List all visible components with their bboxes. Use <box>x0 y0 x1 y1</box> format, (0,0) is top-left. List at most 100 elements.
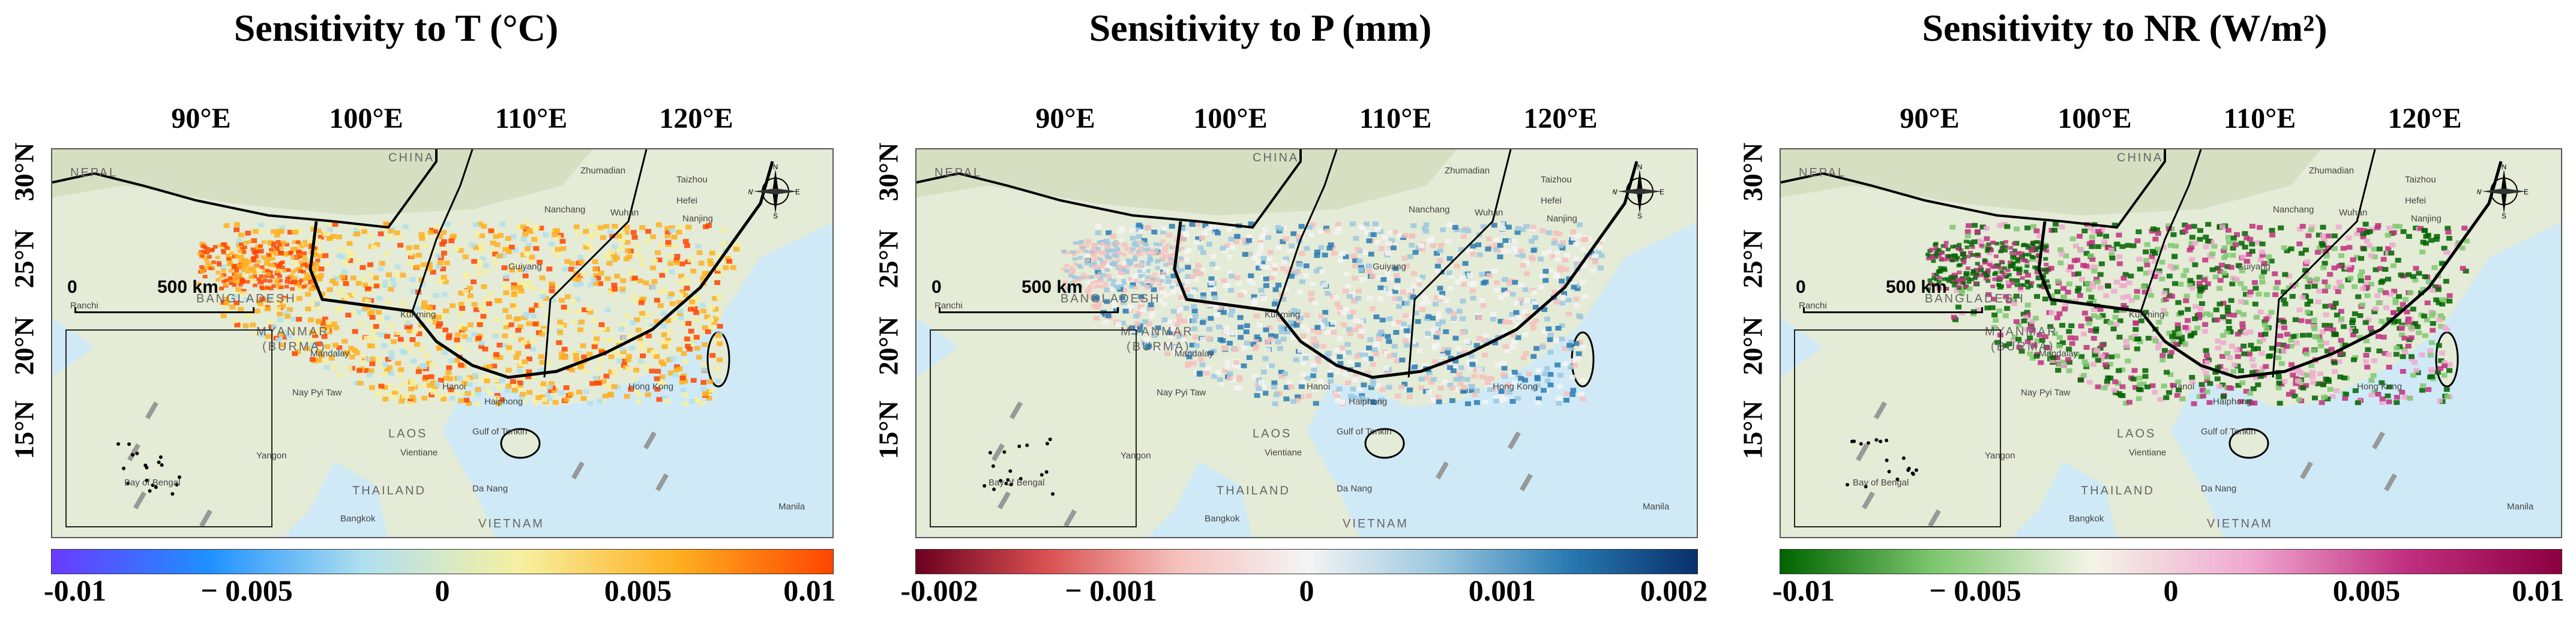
boundary-dash <box>127 443 140 461</box>
colorbar-tick-label: 0.01 <box>2512 574 2565 607</box>
latitude-label: 30°N <box>873 142 904 202</box>
latitude-label: 15°N <box>8 400 40 460</box>
place-label: Vientiane <box>1265 448 1302 458</box>
latitude-label: 20°N <box>8 316 40 376</box>
boundary-dash <box>2372 431 2385 449</box>
island <box>127 442 131 446</box>
panel-title: Sensitivity to T (°C) <box>233 7 559 49</box>
boundary-dash <box>199 509 212 527</box>
island <box>1864 485 1868 489</box>
scale-bar-line <box>939 307 1119 313</box>
place-label: NEPAL <box>70 166 118 179</box>
scale-bar-distance: 500 km <box>1886 277 1947 297</box>
colorbar-tick-label: -0.01 <box>43 574 107 607</box>
province-border <box>543 149 648 378</box>
place-label: THAILAND <box>1217 484 1290 497</box>
border-north <box>1781 149 2166 229</box>
boundary-dash <box>145 401 158 419</box>
place-label: Ranchi <box>934 301 963 311</box>
place-label: CHINA <box>2117 151 2163 164</box>
place-label: NEPAL <box>1799 166 1846 179</box>
boundary-dash <box>1520 473 1533 491</box>
place-label: Bangkok <box>340 514 376 524</box>
panel-temperature: Sensitivity to T (°C) 90°E 100°E 110°E 120°… <box>0 0 836 618</box>
place-label: (BURMA) <box>262 340 327 353</box>
scale-bar-distance: 500 km <box>157 277 218 297</box>
basemap: CHINA NEPAL BANGLADESH MYANMAR (BURMA) LAOS TH… <box>916 149 1697 537</box>
place-label: MYANMAR <box>1985 325 2058 338</box>
panel-title: Sensitivity to NR (W/m²) <box>1922 7 2328 49</box>
place-label: Kunming <box>2129 310 2164 320</box>
colorbar-tick-label: 0 <box>435 574 450 607</box>
island <box>160 463 164 467</box>
place-label: Hong Kong <box>628 382 673 392</box>
island <box>1887 470 1891 474</box>
coastline-china <box>2037 161 2503 379</box>
place-label: Nay Pyi Taw <box>2021 388 2070 398</box>
place-label: Hanoi <box>442 382 466 392</box>
colorbar <box>51 549 834 574</box>
island <box>1025 443 1029 448</box>
place-label: BANGLADESH <box>1925 292 2025 305</box>
place-label: Bay of Bengal <box>1853 478 1909 488</box>
colorbar-tick-label: 0.01 <box>783 574 836 607</box>
place-label: (BURMA) <box>1127 340 1191 353</box>
colorbar-tick-label: 0 <box>2163 574 2179 607</box>
place-label: Kunming <box>1265 310 1300 320</box>
longitude-label: 90°E <box>171 103 231 134</box>
place-label: Taizhou <box>676 175 708 185</box>
longitude-label: 110°E <box>1359 103 1432 134</box>
boundary-dash <box>1064 509 1077 527</box>
island <box>1048 437 1052 442</box>
place-label: Bay of Bengal <box>124 478 180 488</box>
place-label: NEPAL <box>934 166 982 179</box>
inset-south-china-sea <box>930 329 1137 527</box>
place-label: VIETNAM <box>2207 517 2273 530</box>
island <box>1885 458 1889 463</box>
place-label: Gulf of Tonkin <box>472 427 527 437</box>
place-label: Haiphong <box>1349 397 1387 407</box>
place-label: Wuhan <box>1475 208 1503 218</box>
place-label: Nanjing <box>2411 214 2442 224</box>
svg-text:S: S <box>1637 212 1642 218</box>
place-label: Hong Kong <box>2357 382 2402 392</box>
colorbar <box>915 549 1698 574</box>
place-label: VIETNAM <box>1343 517 1409 530</box>
island <box>1914 468 1918 472</box>
latitude-label: 30°N <box>1737 142 1768 202</box>
place-label: Manila <box>1643 502 1670 512</box>
province-border <box>1407 149 1512 378</box>
svg-text:S: S <box>2502 212 2506 218</box>
place-label: Zhumadian <box>580 166 625 176</box>
colorbar-tick-label: 0.005 <box>2332 574 2401 607</box>
boundary-dash <box>133 491 146 509</box>
colorbar-tick-label: 0.002 <box>1640 574 1708 607</box>
place-label: Mandalay <box>1175 349 1214 359</box>
latitude-label: 25°N <box>1737 229 1768 289</box>
island <box>158 455 163 459</box>
island <box>151 483 155 487</box>
province-border <box>2140 149 2202 312</box>
island <box>154 485 158 489</box>
highland <box>916 149 1457 215</box>
highland <box>52 149 592 215</box>
island <box>1009 482 1013 487</box>
svg-text:E: E <box>795 188 800 196</box>
colorbar-tick-label: 0 <box>1299 574 1314 607</box>
place-label: BANGLADESH <box>196 292 296 305</box>
colorbar-tick-label: 0.001 <box>1468 574 1536 607</box>
place-label: Guiyang <box>1373 262 1406 272</box>
place-label: Mandalay <box>310 349 350 359</box>
longitude-label: 120°E <box>2388 103 2462 134</box>
place-label: Da Nang <box>2201 484 2236 494</box>
boundary-dash <box>998 491 1011 509</box>
island <box>175 482 179 487</box>
longitude-label: 120°E <box>1523 103 1598 134</box>
latitude-label: 20°N <box>1737 316 1768 376</box>
hainan <box>1364 428 1405 459</box>
place-label: Nay Pyi Taw <box>1157 388 1206 398</box>
colorbar-tick-label: − 0.005 <box>1929 574 2021 607</box>
place-label: Hanoi <box>2171 382 2194 392</box>
place-label: Zhumadian <box>1445 166 1490 176</box>
island <box>122 466 126 470</box>
